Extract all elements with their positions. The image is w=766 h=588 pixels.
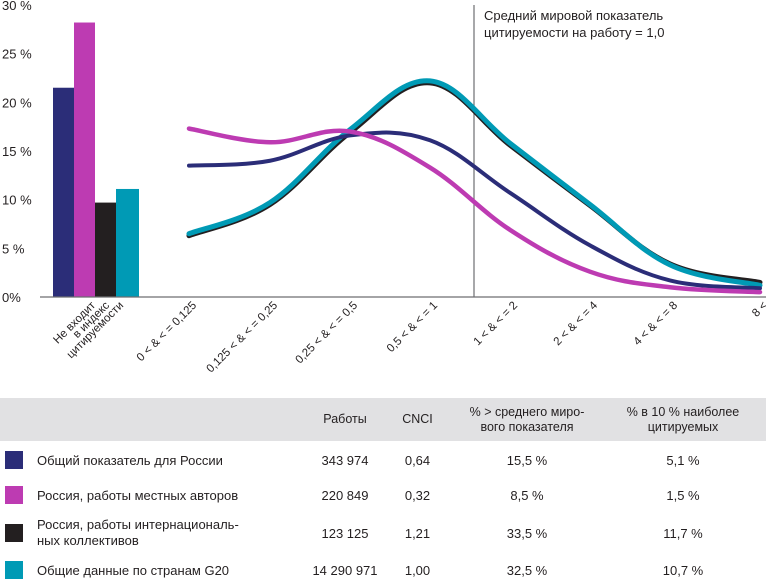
header-above-average: % > среднего миро- вого показателя [446,398,608,441]
x-tick-label: 8 < [750,299,766,319]
cell-papers: 123 125 [321,525,369,541]
cell-above-average: 8,5 % [510,488,544,503]
series-line-4 [186,78,763,288]
cell-cnci: 0,64 [404,453,431,468]
y-tick-label: 25 % [2,47,32,62]
y-tick-label: 0% [2,290,21,305]
row-label: Общий показатель для России [37,443,297,478]
bar-uncited-4 [116,188,139,297]
header-above-average-line1: % > среднего миро- [469,404,585,419]
cell-cnci: 0,32 [404,488,431,503]
row-label: Россия, работы интернациональ-ных коллек… [37,513,297,553]
header-above-average-line2: вого показателя [480,419,574,434]
y-axis: 0% 5 % 10 % 15 % 20 % 25 % 30 % [2,0,32,305]
row-label: Россия, работы местных авторов [37,478,297,513]
header-top10-line2: цитируемых [647,419,719,434]
x-tick-label: 0,25 < & < = 0,5 [294,300,361,367]
series-line-2 [186,126,763,295]
bar-uncited-1 [53,87,74,297]
header-top10: % в 10 % наиболее цитируемых [608,398,758,441]
x-tick-label: 2 < & < = 4 [552,299,601,348]
header-cnci: CNCI [402,412,433,426]
x-tick-label: 0,125 < & < = 0,25 [204,300,280,376]
legend-swatch [5,451,23,469]
row-label-line1: Общий показатель для России [37,452,223,468]
table-row: Общий показатель для России 343 974 0,64 15… [0,443,766,478]
series-line-1 [187,130,762,291]
cell-top10: 5,1 % [666,453,700,468]
y-tick-label: 15 % [2,144,32,159]
series-lines [186,78,763,295]
cell-top10: 1,5 % [666,488,700,503]
citation-distribution-chart: 0% 5 % 10 % 15 % 20 % 25 % 30 % Средний мирово… [2,0,766,375]
summary-table: Работы CNCI % > среднего миро- вого пока… [0,398,766,588]
x-tick-label: 0,5 < & < = 1 [385,300,440,355]
x-tick-label: 1 < & < = 2 [472,300,521,349]
table-row: Общие данные по странам G20 14 290 971 1,0… [0,553,766,588]
x-tick-label: 4 < & < = 8 [632,300,681,349]
legend-swatch [5,486,23,504]
row-label-line1: Общие данные по странам G20 [37,562,230,578]
y-tick-label: 30 % [2,0,32,13]
bar-uncited-3 [95,202,116,297]
row-label-line1: Россия, работы интернациональ- [37,517,239,532]
reference-annotation-line2: цитируемости на работу = 1,0 [484,25,664,40]
header-top10-line1: % в 10 % наиболее [626,404,740,419]
cell-above-average: 33,5 % [506,525,548,541]
table-row: Россия, работы местных авторов 220 849 0,3… [0,478,766,513]
uncited-bars [53,22,139,298]
table-header: Работы CNCI % > среднего миро- вого пока… [0,398,766,441]
row-label-line1: Россия, работы местных авторов [37,487,239,503]
cell-above-average: 15,5 % [506,453,548,468]
legend-swatch [5,561,23,579]
header-papers: Работы [323,412,367,426]
y-tick-label: 10 % [2,193,32,208]
cell-top10: 10,7 % [662,563,704,578]
cell-cnci: 1,21 [404,525,431,541]
cell-cnci: 1,00 [404,563,431,578]
cell-papers: 220 849 [321,488,369,503]
x-tick-label: 0 < & < = 0,125 [135,300,199,364]
reference-annotation-line1: Средний мировой показатель [484,8,663,23]
cell-above-average: 32,5 % [506,563,548,578]
y-tick-label: 5 % [2,241,25,256]
cell-papers: 14 290 971 [312,563,378,578]
legend-swatch [5,524,23,542]
y-tick-label: 20 % [2,95,32,110]
cell-papers: 343 974 [321,453,369,468]
cell-top10: 11,7 % [663,525,703,541]
table-body: Общий показатель для России 343 974 0,64 15… [0,443,766,588]
bar-uncited-2 [74,22,95,298]
row-label-line2: ных коллективов [37,533,139,548]
row-label: Общие данные по странам G20 [37,553,297,588]
table-row: Россия, работы интернациональ-ных коллек… [0,513,766,553]
